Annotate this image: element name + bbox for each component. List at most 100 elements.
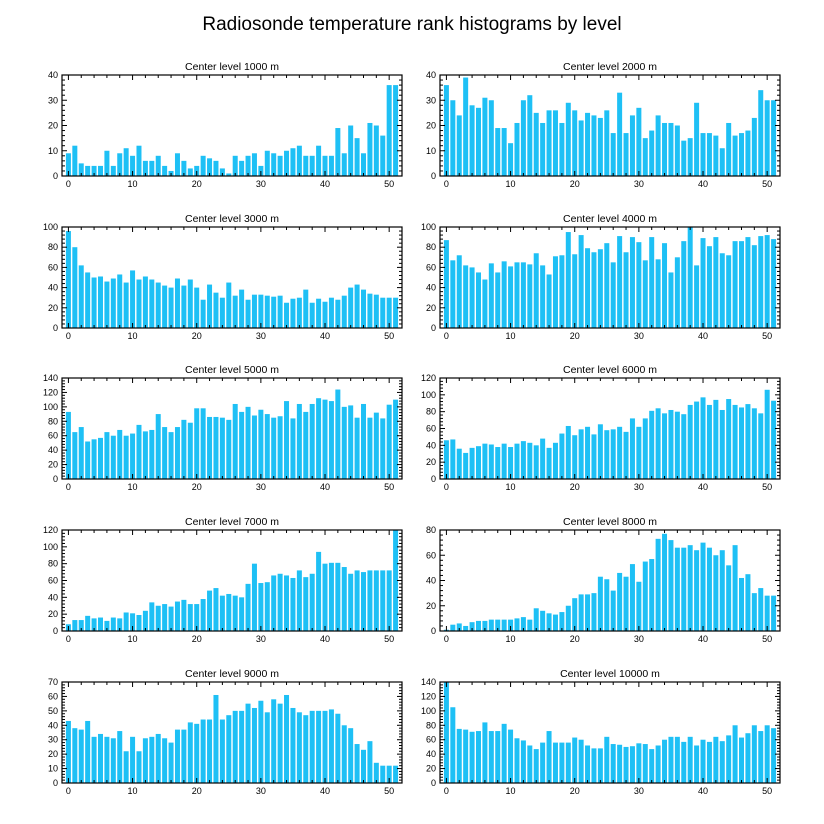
bar	[123, 751, 129, 783]
bar	[91, 277, 97, 328]
bar	[751, 408, 757, 479]
bar	[572, 435, 578, 479]
panel-title: Center level 6000 m	[563, 364, 657, 376]
bar	[117, 618, 123, 631]
bar	[764, 725, 770, 783]
bar	[597, 424, 603, 479]
bar	[700, 397, 706, 479]
bar	[540, 742, 546, 783]
bar	[213, 588, 219, 631]
x-tick-label: 10	[506, 482, 516, 492]
bar	[393, 85, 399, 176]
bar	[463, 625, 469, 631]
bar	[617, 744, 623, 783]
bar	[527, 95, 533, 176]
bar	[559, 255, 565, 328]
bar	[380, 135, 386, 176]
bar	[354, 417, 360, 479]
y-tick-label: 100	[421, 390, 436, 400]
bar	[508, 729, 514, 783]
y-tick-label: 0	[431, 626, 436, 636]
bar	[591, 434, 597, 479]
bar	[232, 403, 238, 479]
bar	[232, 155, 238, 176]
bar	[629, 418, 635, 479]
y-tick-label: 60	[48, 431, 58, 441]
panel-1: Center level 2000 m 0 10 20 30 40 50 0 10 20 30 40	[426, 61, 781, 189]
bar	[649, 410, 655, 479]
bar	[739, 241, 745, 328]
bar	[565, 102, 571, 176]
y-tick-label: 100	[421, 222, 436, 232]
bar	[104, 432, 110, 479]
bar	[758, 731, 764, 783]
bar	[142, 276, 148, 328]
bar	[719, 550, 725, 631]
bar	[309, 302, 315, 328]
bar	[322, 301, 328, 328]
bar	[194, 408, 200, 479]
y-tick-label: 80	[426, 720, 436, 730]
bar	[361, 572, 367, 631]
bar	[290, 298, 296, 328]
bar	[482, 620, 488, 631]
x-tick-label: 30	[256, 786, 266, 796]
x-tick-label: 50	[384, 179, 394, 189]
bar	[309, 573, 315, 631]
bar	[732, 135, 738, 176]
bar	[578, 594, 584, 631]
bar	[649, 130, 655, 176]
bar	[264, 414, 270, 479]
x-tick-label: 10	[128, 786, 138, 796]
bar	[713, 736, 719, 783]
bar	[290, 148, 296, 176]
bar	[123, 148, 129, 176]
bar	[91, 439, 97, 479]
bar	[610, 590, 616, 631]
bar	[136, 145, 142, 176]
bar	[591, 252, 597, 328]
y-tick-label: 20	[48, 303, 58, 313]
bar	[239, 710, 245, 783]
bar	[316, 551, 322, 631]
bar	[174, 601, 180, 631]
bar	[296, 145, 302, 176]
bar	[488, 263, 494, 328]
bar	[764, 595, 770, 631]
x-tick-label: 0	[66, 634, 71, 644]
bar	[732, 545, 738, 631]
x-tick-label: 50	[384, 331, 394, 341]
bar	[655, 408, 661, 479]
bar	[130, 433, 136, 479]
bar	[226, 715, 232, 783]
bar	[251, 707, 257, 783]
bar	[226, 593, 232, 631]
y-tick-label: 0	[53, 626, 58, 636]
bar	[277, 155, 283, 176]
bar	[546, 613, 552, 631]
x-tick-label: 20	[570, 786, 580, 796]
bar	[187, 422, 193, 479]
bar	[97, 165, 103, 176]
bar	[495, 731, 501, 783]
bar	[130, 155, 136, 176]
bar	[617, 236, 623, 328]
bar	[495, 272, 501, 328]
panel-title: Center level 1000 m	[185, 61, 279, 73]
x-tick-label: 50	[384, 786, 394, 796]
y-tick-label: 20	[48, 121, 58, 131]
bar	[687, 227, 693, 328]
bar	[78, 620, 84, 631]
x-tick-label: 10	[128, 179, 138, 189]
y-tick-label: 0	[53, 474, 58, 484]
y-tick-label: 20	[48, 749, 58, 759]
panel-7: Center level 8000 m 0 10 20 30 40 50 0 20 40 60 80	[426, 516, 781, 644]
bar	[290, 418, 296, 479]
bar	[239, 597, 245, 631]
bar	[745, 404, 751, 479]
y-tick-label: 20	[426, 764, 436, 774]
y-tick-label: 60	[426, 550, 436, 560]
bar	[104, 281, 110, 328]
bar	[706, 246, 712, 328]
